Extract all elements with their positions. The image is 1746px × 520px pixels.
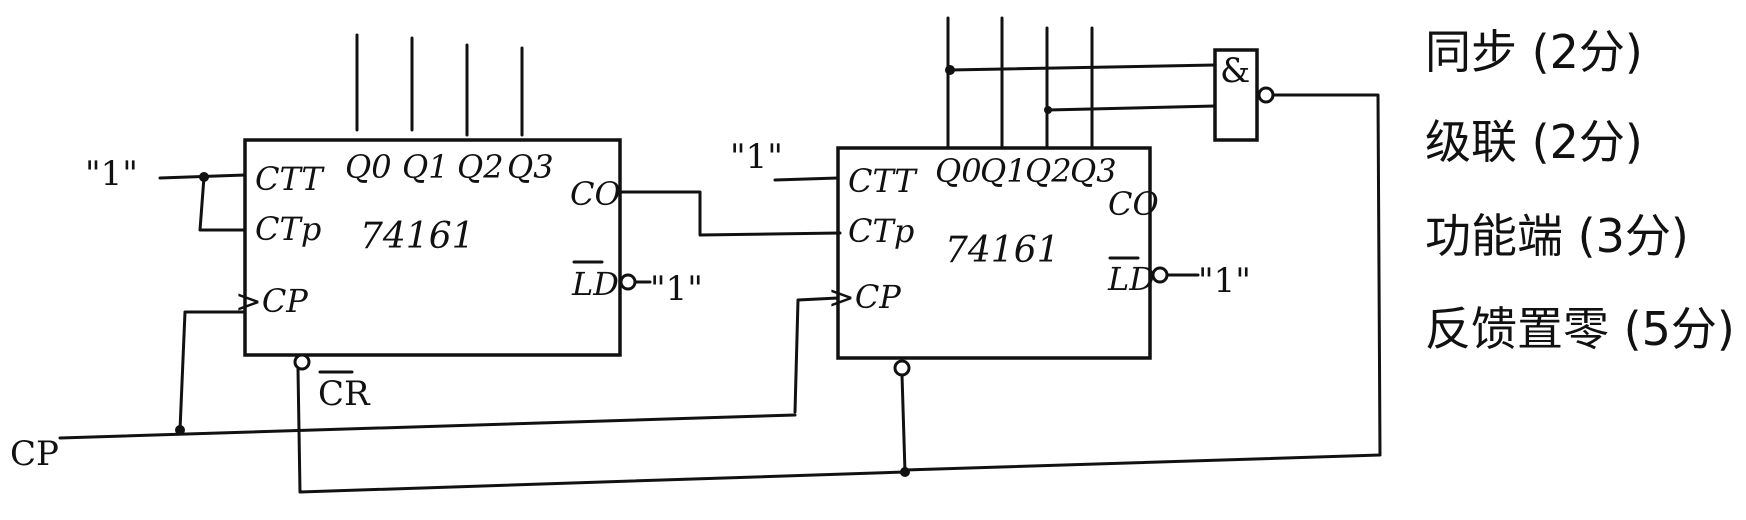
note-4: 反馈置零 (5分) — [1425, 302, 1735, 356]
chip-2-q3-label: Q3 — [1070, 152, 1117, 190]
cascade-co-wire — [618, 190, 842, 237]
gate-input-q2-wire — [1046, 104, 1217, 112]
chip-2-cr-bubble — [893, 359, 911, 377]
chip-2-ld-label: LD — [1107, 260, 1155, 298]
chip-2-ctp-label: CTp — [848, 212, 914, 250]
chip-2-part-label: 74161 — [945, 230, 1060, 271]
chip-1-co-label: CO — [570, 175, 621, 213]
gate-input-q0-wire — [948, 63, 1217, 72]
chip-2-ld-bubble — [1151, 266, 1169, 284]
nand-gate-label: & — [1220, 51, 1250, 91]
chip-2-box — [836, 146, 1152, 360]
chip-2-ld-tie-label: "1" — [1198, 261, 1251, 301]
chip-1-part-label: 74161 — [360, 216, 475, 257]
chip-1-cr-bubble — [293, 353, 311, 371]
clock-bus-wire — [58, 413, 797, 440]
chip-1-cp-wire — [178, 310, 247, 432]
clock-label: CP — [10, 434, 59, 474]
chip-1-ctp-wire — [198, 175, 247, 232]
chip-1-q1-label: Q1 — [402, 148, 449, 186]
chip-2-q2-label: Q2 — [1025, 152, 1072, 190]
clear-bus-wire — [296, 367, 907, 494]
logic-high-label-1: "1" — [85, 154, 138, 194]
chip-1-cp-label: >CP — [235, 282, 308, 320]
chip-1-q3-label: Q3 — [507, 148, 554, 186]
chip-2-ctt-label: CTT — [848, 162, 918, 200]
chip-1-q0-label: Q0 — [345, 148, 392, 186]
chip-2-cp-wire — [793, 296, 840, 414]
feedback-wire — [903, 93, 1382, 472]
logic-high-label-2: "1" — [730, 137, 783, 177]
chip-2-q1-label: Q1 — [980, 152, 1027, 190]
chip-1-ctp-label: CTp — [255, 210, 321, 248]
chip-2-co-label: CO — [1108, 185, 1159, 223]
note-3: 功能端 (3分) — [1425, 209, 1689, 263]
chip-1-ld-label: LD — [571, 265, 619, 303]
chip-2-cp-label: >CP — [828, 278, 901, 316]
chip-1-ld-bubble — [619, 273, 637, 291]
note-1: 同步 (2分) — [1425, 25, 1643, 79]
chip-2-ctt-wire — [773, 176, 840, 182]
chip-1-q2-label: Q2 — [457, 148, 504, 186]
chip-1-ctt-label: CTT — [255, 160, 325, 198]
chip-1-cr-label: CR — [318, 374, 371, 414]
note-2: 级联 (2分) — [1425, 115, 1643, 169]
chip-1-ld-tie-label: "1" — [650, 269, 703, 309]
chip-2-cr-wire — [900, 373, 907, 474]
chip-2-q0-label: Q0 — [935, 152, 982, 190]
nand-gate-box — [1213, 48, 1259, 142]
chip-1-box — [243, 138, 622, 357]
nand-output-bubble — [1257, 86, 1275, 104]
